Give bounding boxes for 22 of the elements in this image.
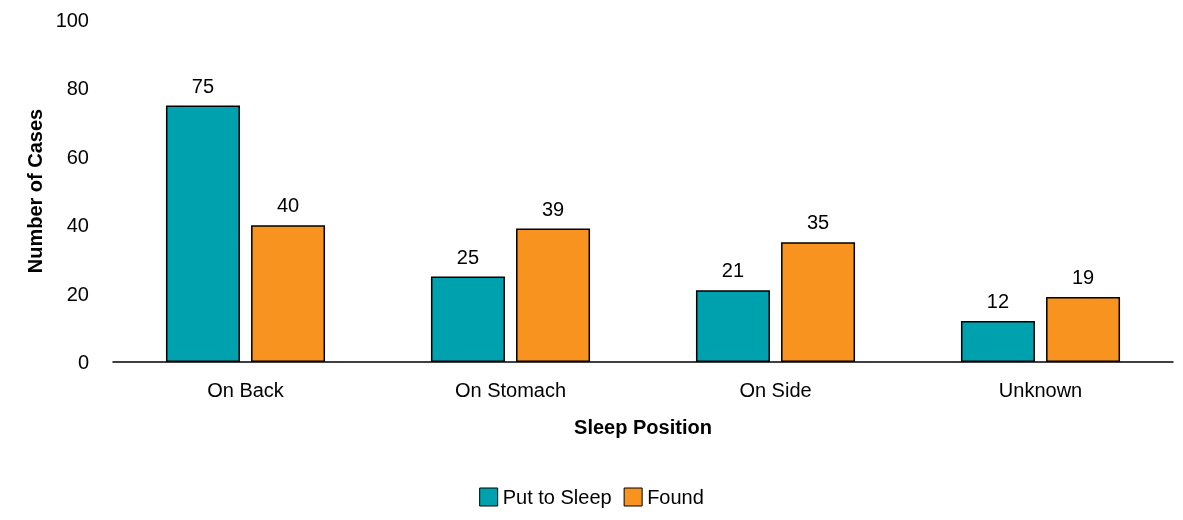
x-tick-label: Unknown xyxy=(998,379,1083,401)
legend-label: Put to Sleep xyxy=(502,486,612,508)
legend-label: Found xyxy=(647,486,704,508)
x-tick-label: On Back xyxy=(207,379,285,401)
y-axis-title: Number of Cases xyxy=(23,108,46,274)
data-label: 75 xyxy=(191,74,215,97)
y-tick-label: 60 xyxy=(66,145,89,168)
data-label: 12 xyxy=(986,289,1010,312)
data-label: 21 xyxy=(721,259,745,282)
y-tick-label: 20 xyxy=(66,282,89,305)
data-label: 35 xyxy=(806,211,830,234)
x-tick-label: On Side xyxy=(739,379,812,401)
x-tick-label: On Stomach xyxy=(454,379,567,401)
y-tick-label: 80 xyxy=(66,77,89,100)
data-label: 40 xyxy=(276,194,300,217)
y-tick-label: 0 xyxy=(77,351,89,373)
data-label: 39 xyxy=(541,197,565,220)
x-axis-title: Sleep Position xyxy=(574,416,712,438)
data-label: 25 xyxy=(456,245,480,268)
y-tick-label: 100 xyxy=(55,9,89,31)
data-label: 19 xyxy=(1071,266,1095,289)
y-tick-label: 40 xyxy=(66,214,89,237)
